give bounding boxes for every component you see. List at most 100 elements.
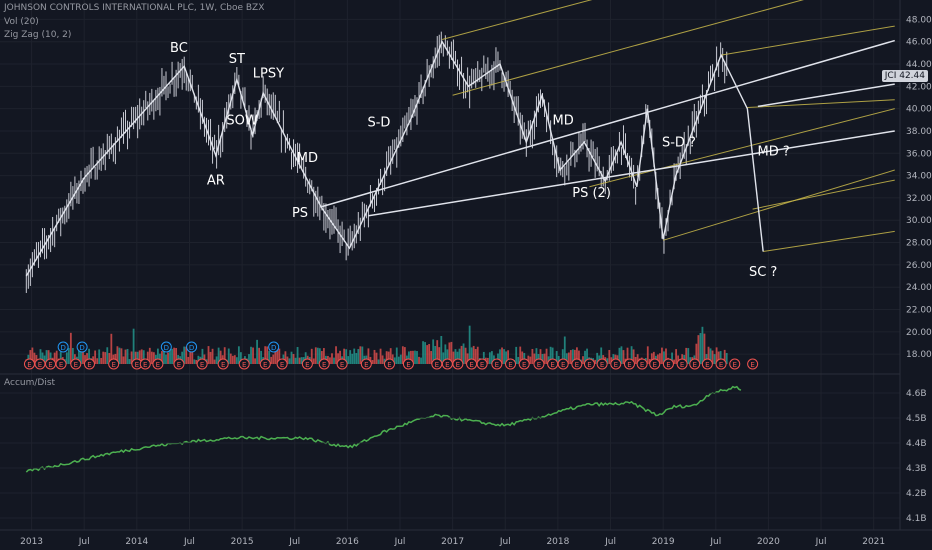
earnings-marker-label: E: [640, 361, 644, 369]
volume-bar: [357, 349, 360, 364]
volume-bar: [84, 355, 86, 364]
earnings-marker: [83, 358, 95, 370]
volume-bar: [535, 348, 538, 364]
earnings-marker: [402, 358, 414, 370]
volume-bar: [314, 347, 317, 364]
earnings-marker-label: E: [263, 361, 267, 369]
volume-bar: [254, 358, 256, 364]
last-price-tag: JCI 42.44: [881, 70, 928, 82]
earnings-marker: [662, 358, 674, 370]
zigzag-path: [25, 40, 764, 277]
earnings-marker-label: E: [666, 361, 670, 369]
volume-bar: [146, 351, 149, 364]
volume-bar: [134, 351, 137, 364]
annotation-label: PS (2): [572, 186, 611, 201]
volume-bar: [320, 351, 323, 364]
volume-bar: [183, 346, 186, 364]
earnings-marker-label: E: [200, 361, 204, 369]
volume-bar: [98, 349, 101, 364]
volume-bar: [258, 347, 261, 364]
volume-bar: [584, 350, 586, 364]
volume-bar: [122, 356, 125, 364]
volume-bar: [482, 351, 485, 364]
volume-bar: [677, 355, 680, 364]
volume-bar: [561, 349, 564, 364]
volume-bar: [31, 347, 34, 364]
volume-bar: [719, 351, 722, 364]
earnings-marker-label: E: [74, 361, 78, 369]
earnings-marker: [70, 358, 82, 370]
annotation-label: S-D ?: [662, 136, 696, 151]
volume-bar: [533, 353, 536, 364]
volume-bar: [106, 347, 109, 364]
volume-bar: [450, 341, 453, 364]
volume-bar: [486, 357, 489, 364]
channel-line: [589, 108, 895, 188]
accum-tick-label: 4.4B: [906, 439, 927, 449]
volume-bar: [468, 325, 471, 364]
volume-bar: [555, 351, 558, 364]
volume-bar: [276, 349, 279, 364]
volume-bar: [108, 353, 111, 364]
volume-bar: [507, 350, 509, 364]
volume-bar: [573, 349, 576, 364]
trend-line: [320, 39, 895, 208]
volume-bar: [646, 346, 649, 364]
price-tick-label: 46.00: [906, 38, 932, 48]
volume-bar: [296, 347, 299, 364]
volume-bar: [412, 350, 414, 364]
volume-bar: [47, 350, 50, 364]
volume-bar: [491, 351, 493, 364]
earnings-marker-label: E: [435, 361, 439, 369]
volume-bar: [389, 348, 392, 364]
wyckoff-annotations: BC AR ST SOW LPSY MD PS S-D MD PS (2) S-D ? MD ? SC …: [170, 41, 790, 280]
volume-bar: [88, 348, 90, 364]
volume-bar: [256, 339, 258, 364]
volume-bar: [456, 351, 459, 364]
time-tick-label: Jul: [78, 537, 90, 547]
volume-bar: [347, 356, 350, 364]
volume-bar: [294, 357, 297, 364]
earnings-marker-label: E: [143, 361, 147, 369]
dividend-marker: [76, 341, 88, 353]
volume-bar: [470, 347, 473, 364]
volume-bar: [515, 346, 518, 364]
earnings-marker: [596, 358, 608, 370]
earnings-marker: [476, 358, 488, 370]
volume-bar: [385, 351, 388, 364]
volume-bar: [393, 357, 396, 364]
channel-line: [752, 179, 895, 210]
volume-bar: [414, 350, 416, 364]
volume-bar: [165, 354, 167, 364]
volume-bar: [339, 350, 341, 364]
volume-bar: [549, 346, 552, 364]
volume-bar: [156, 348, 159, 364]
volume-bar: [219, 350, 222, 364]
volume-bar: [576, 347, 578, 364]
volume-bar: [586, 348, 588, 364]
annotation-label: MD: [297, 151, 318, 166]
earnings-marker: [623, 358, 635, 370]
earnings-marker: [108, 358, 120, 370]
volume-bar: [578, 350, 580, 364]
volume-bar: [316, 347, 319, 364]
volume-bar: [163, 346, 165, 364]
earnings-marker: [34, 358, 46, 370]
time-tick-label: Jul: [394, 537, 406, 547]
earnings-marker-label: E: [111, 361, 115, 369]
volume-bar: [310, 348, 313, 364]
volume-bar: [215, 356, 218, 364]
volume-bar: [335, 346, 337, 364]
price-axis: 48.00 46.00 44.00 42.00 40.00 38.00 36.00 34.00…: [906, 15, 932, 360]
volume-bar: [233, 355, 236, 364]
volume-bar: [713, 354, 716, 364]
volume-bar: [80, 348, 82, 364]
volume-bar: [126, 348, 129, 364]
volume-bar: [582, 356, 584, 364]
volume-bar: [454, 349, 457, 364]
dividend-marker-label: D: [164, 344, 169, 352]
volume-bar: [274, 350, 277, 364]
volume-bar: [227, 348, 230, 364]
price-tick-label: 26.00: [906, 261, 932, 271]
earnings-marker-label: E: [600, 361, 604, 369]
